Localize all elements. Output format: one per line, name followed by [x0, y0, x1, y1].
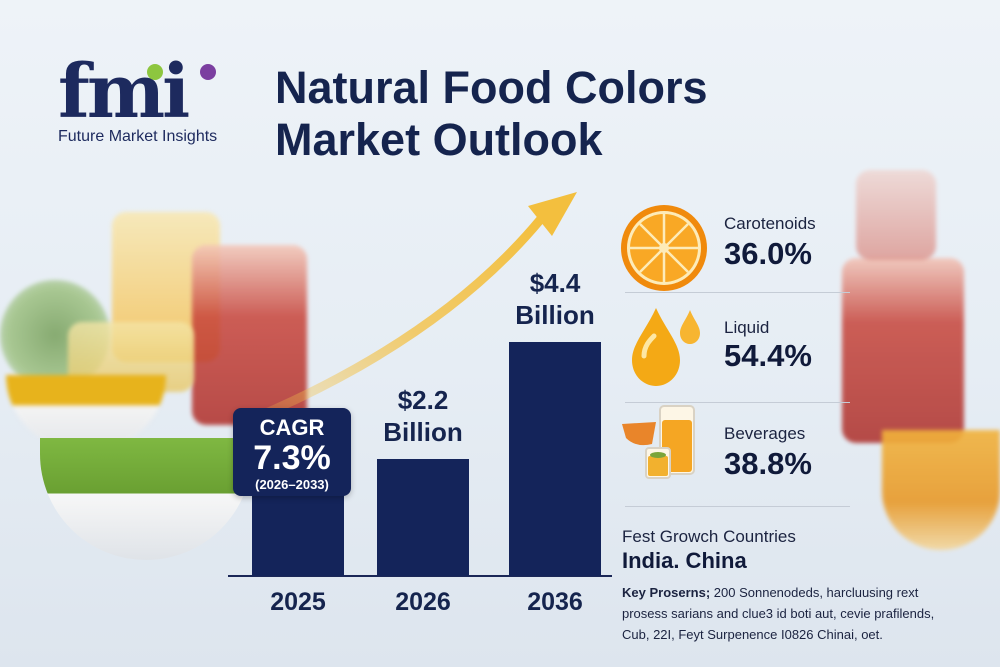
segment-divider [625, 292, 850, 293]
bar-value-label: Billion [515, 300, 594, 330]
segment-value: 38.8% [724, 446, 812, 481]
bar-2036 [509, 342, 601, 576]
fastest-growth-countries-label: Fest Growch Countries [622, 527, 796, 546]
fastest-growth-countries-value: India. China [622, 548, 747, 573]
trend-arrow-head [528, 192, 577, 236]
liquid-drop-icon [632, 308, 700, 386]
bar-2025 [252, 490, 344, 576]
segment-beverages: Beverages 38.8% [612, 402, 852, 502]
beverage-glass-icon [622, 405, 695, 479]
page-title: Natural Food Colors Market Outlook [275, 62, 708, 166]
background-bowl-soup [882, 430, 1000, 550]
segment-value: 54.4% [724, 338, 812, 373]
x-tick-label: 2026 [395, 588, 451, 616]
bar-value-label: $2.2 [398, 385, 449, 415]
segment-name: Beverages [724, 424, 806, 443]
segment-divider [625, 506, 850, 507]
x-tick-label: 2025 [270, 588, 326, 616]
title-line-1: Natural Food Colors [275, 62, 708, 113]
logo-purple-dot [200, 64, 216, 80]
bar-value-label: $4.4 [530, 268, 581, 298]
logo-green-dot [147, 64, 163, 80]
segment-liquid: Liquid 54.4% [612, 300, 852, 400]
key-players-text: 200 Sonnenodeds, harcluusing rext proses… [622, 585, 935, 642]
cagr-badge: CAGR 7.3% (2026–2033) [233, 408, 351, 496]
key-players-note: Key Proserns; 200 Sonnenodeds, harcluusi… [622, 582, 952, 645]
trend-arrow-shaft [245, 215, 545, 425]
orange-slice-icon [621, 205, 707, 291]
bar-value-label: Billion [383, 417, 462, 447]
key-players-label: Key Proserns; [622, 585, 711, 600]
logo-wordmark: fmi [58, 49, 190, 135]
title-line-2: Market Outlook [275, 114, 603, 165]
logo-tagline: Future Market Insights [58, 128, 218, 145]
segment-divider [625, 402, 850, 403]
segment-name: Carotenoids [724, 214, 816, 233]
bar-2026 [377, 459, 469, 576]
background-glass-far-right [856, 170, 936, 260]
brand-logo: fmi Future Market Insights [58, 52, 248, 146]
background-glass-red-right [842, 258, 964, 443]
cagr-value: 7.3% [253, 439, 331, 477]
background-glass-red-left [192, 245, 307, 425]
segment-name: Liquid [724, 318, 770, 337]
x-tick-label: 2036 [527, 588, 583, 616]
segment-value: 36.0% [724, 236, 812, 271]
cagr-label: CAGR [259, 415, 325, 440]
segment-carotenoids: Carotenoids 36.0% [612, 200, 852, 300]
cagr-period: (2026–2033) [255, 477, 329, 492]
